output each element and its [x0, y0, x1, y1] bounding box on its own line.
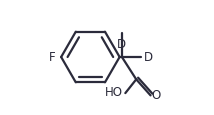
- Text: D: D: [117, 38, 126, 50]
- Text: D: D: [143, 51, 153, 64]
- Text: F: F: [49, 51, 55, 64]
- Text: HO: HO: [104, 86, 122, 99]
- Text: O: O: [151, 88, 160, 101]
